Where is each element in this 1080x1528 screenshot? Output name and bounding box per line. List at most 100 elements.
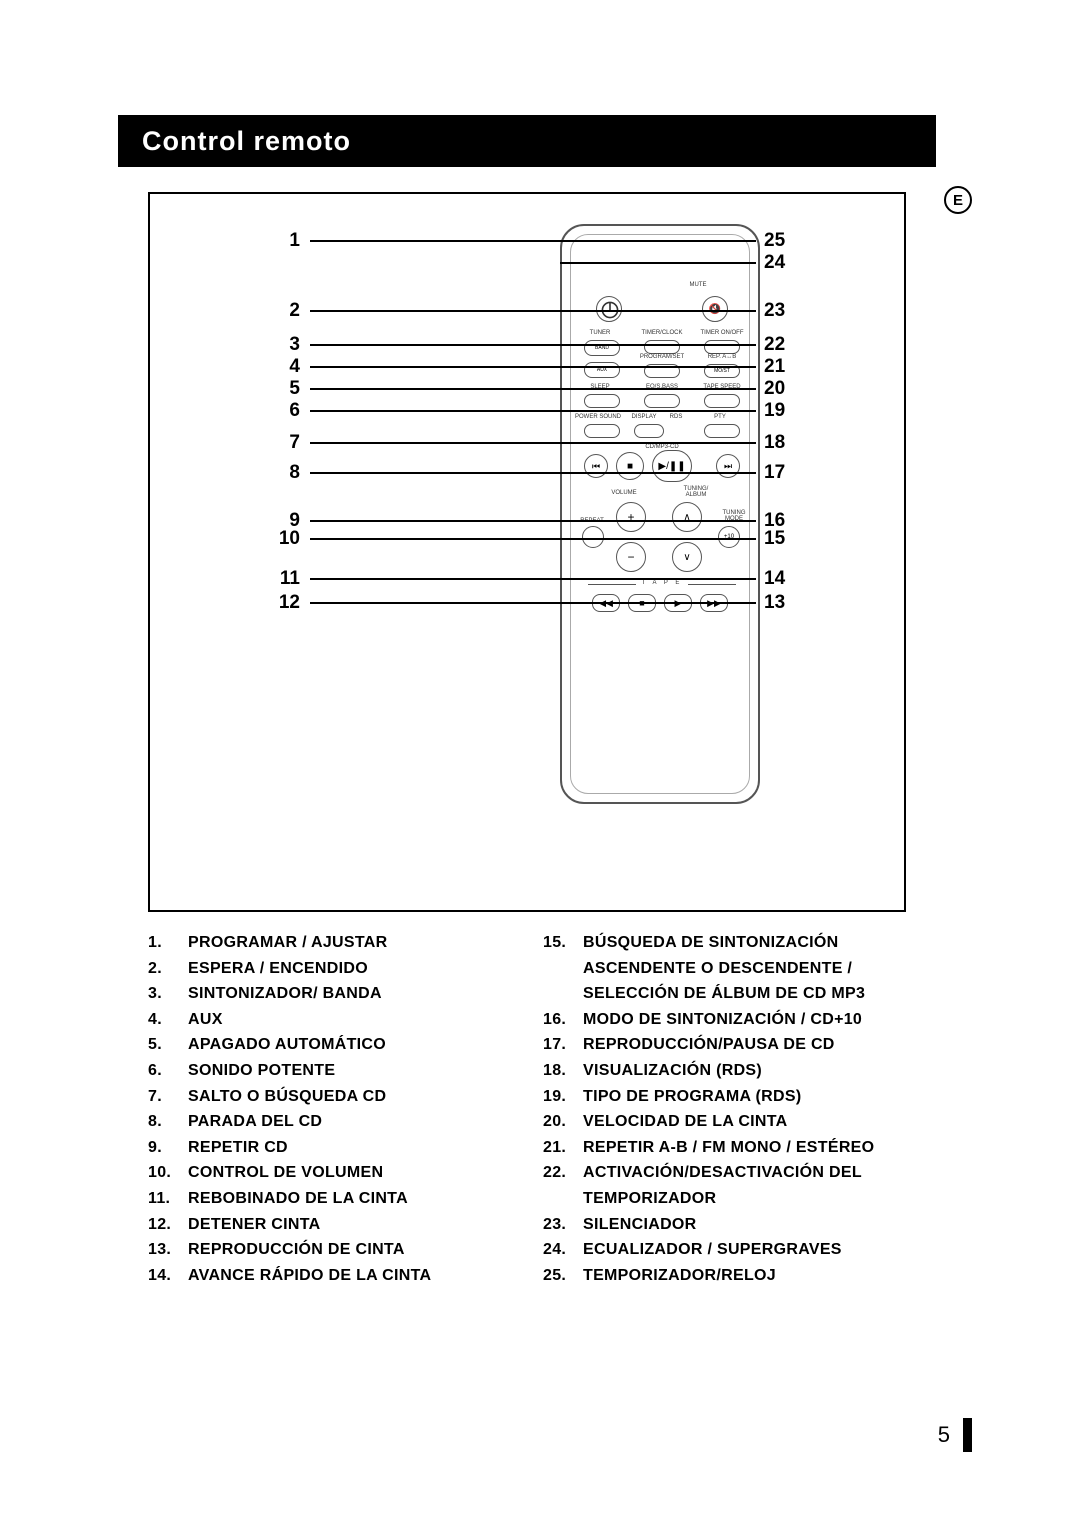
pty-label: PTY (702, 414, 738, 420)
callout-number-right: 20 (764, 378, 804, 400)
callout-number-right: 18 (764, 432, 804, 454)
legend-item-text: REPETIR CD (188, 1135, 513, 1161)
legend-item-text: PARADA DEL CD (188, 1109, 513, 1135)
callout-number-right: 17 (764, 462, 804, 484)
legend-item: 2.ESPERA / ENCENDIDO (148, 956, 513, 982)
legend-item-text: REPRODUCCIÓN DE CINTA (188, 1237, 513, 1263)
legend-item: 4.AUX (148, 1007, 513, 1033)
legend-item-number: 24. (543, 1237, 583, 1263)
page-title: Control remoto (142, 126, 351, 157)
legend-item: 8.PARADA DEL CD (148, 1109, 513, 1135)
legend: 1.PROGRAMAR / AJUSTAR2.ESPERA / ENCENDID… (148, 930, 908, 1288)
legend-item-text: APAGADO AUTOMÁTICO (188, 1032, 513, 1058)
callout-line-right (560, 538, 756, 540)
tuning-down-icon: ∨ (672, 542, 702, 572)
legend-item-text: TEMPORIZADOR/RELOJ (583, 1263, 908, 1289)
legend-item-number: 14. (148, 1263, 188, 1289)
callout-number-right: 21 (764, 356, 804, 378)
aux-button: AUX (584, 362, 620, 378)
callout-line-left (310, 472, 560, 474)
legend-item-number: 6. (148, 1058, 188, 1084)
timer-clock-label: TIMER/CLOCK (638, 330, 686, 336)
tape-divider-left (588, 584, 636, 585)
rds-label: RDS (662, 414, 690, 420)
legend-item-text: BÚSQUEDA DE SINTONIZACIÓN ASCENDENTE O D… (583, 930, 908, 1007)
legend-left-column: 1.PROGRAMAR / AJUSTAR2.ESPERA / ENCENDID… (148, 930, 513, 1288)
cd-mp3cd-label: CD/MP3-CD (638, 444, 686, 450)
legend-item-number: 8. (148, 1109, 188, 1135)
power-sound-button (584, 424, 620, 438)
tape-divider-right (688, 584, 736, 585)
callout-line-right (560, 388, 756, 390)
legend-item: 12.DETENER CINTA (148, 1212, 513, 1238)
legend-item: 19.TIPO DE PROGRAMA (RDS) (543, 1084, 908, 1110)
legend-item: 5.APAGADO AUTOMÁTICO (148, 1032, 513, 1058)
callout-line-right (560, 578, 756, 580)
legend-item-text: REPRODUCCIÓN/PAUSA DE CD (583, 1032, 908, 1058)
callout-line-left (310, 388, 560, 390)
mute-label: MUTE (674, 282, 722, 288)
language-letter: E (953, 192, 963, 209)
legend-item-number: 25. (543, 1263, 583, 1289)
callout-line-left (310, 344, 560, 346)
diagram-frame: MUTE 🔇 TUNER TIMER/CLOCK TIMER ON/OFF BA… (148, 192, 906, 912)
legend-item: 10.CONTROL DE VOLUMEN (148, 1160, 513, 1186)
legend-item-number: 12. (148, 1212, 188, 1238)
eq-sbass-button (644, 394, 680, 408)
callout-line-left (310, 578, 560, 580)
callout-line-left (310, 538, 560, 540)
legend-item-text: ECUALIZADOR / SUPERGRAVES (583, 1237, 908, 1263)
legend-item: 3.SINTONIZADOR/ BANDA (148, 981, 513, 1007)
callout-number-left: 3 (260, 334, 300, 356)
callout-line-right (560, 310, 756, 312)
legend-item-text: VELOCIDAD DE LA CINTA (583, 1109, 908, 1135)
legend-item-number: 16. (543, 1007, 583, 1033)
callout-line-left (310, 442, 560, 444)
cd-prev-icon: ⏮ (584, 454, 608, 478)
callout-line-left (310, 310, 560, 312)
callout-number-left: 2 (260, 300, 300, 322)
sleep-button (584, 394, 620, 408)
legend-item-number: 5. (148, 1032, 188, 1058)
legend-item-text: ACTIVACIÓN/DESACTIVACIÓN DEL TEMPORIZADO… (583, 1160, 908, 1211)
callout-line-left (310, 520, 560, 522)
legend-item-number: 7. (148, 1084, 188, 1110)
pty-button (704, 424, 740, 438)
callout-number-right: 24 (764, 252, 804, 274)
legend-item-number: 15. (543, 930, 583, 1007)
legend-item-number: 22. (543, 1160, 583, 1211)
legend-item: 25.TEMPORIZADOR/RELOJ (543, 1263, 908, 1289)
tape-speed-button (704, 394, 740, 408)
callout-number-right: 15 (764, 528, 804, 550)
legend-item: 22.ACTIVACIÓN/DESACTIVACIÓN DEL TEMPORIZ… (543, 1160, 908, 1211)
legend-item-number: 17. (543, 1032, 583, 1058)
legend-item-number: 2. (148, 956, 188, 982)
legend-item-text: TIPO DE PROGRAMA (RDS) (583, 1084, 908, 1110)
callout-number-left: 6 (260, 400, 300, 422)
legend-item-text: ESPERA / ENCENDIDO (188, 956, 513, 982)
callout-number-right: 25 (764, 230, 804, 252)
callout-number-left: 4 (260, 356, 300, 378)
timer-clock-button (644, 340, 680, 354)
legend-item-number: 21. (543, 1135, 583, 1161)
legend-item-text: SALTO O BÚSQUEDA CD (188, 1084, 513, 1110)
callout-line-right (560, 240, 756, 242)
power-button-icon (596, 296, 622, 322)
legend-item: 24.ECUALIZADOR / SUPERGRAVES (543, 1237, 908, 1263)
callout-line-left (310, 366, 560, 368)
page-number-bar (963, 1418, 972, 1452)
volume-up-icon: + (616, 502, 646, 532)
legend-item: 18.VISUALIZACIÓN (RDS) (543, 1058, 908, 1084)
tuning-album-label: TUNING/ ALBUM (672, 486, 720, 498)
legend-item: 6.SONIDO POTENTE (148, 1058, 513, 1084)
legend-item-text: REBOBINADO DE LA CINTA (188, 1186, 513, 1212)
legend-item: 15.BÚSQUEDA DE SINTONIZACIÓN ASCENDENTE … (543, 930, 908, 1007)
callout-number-right: 13 (764, 592, 804, 614)
legend-item-number: 23. (543, 1212, 583, 1238)
callout-line-right (560, 262, 756, 264)
volume-down-icon: − (616, 542, 646, 572)
timer-onoff-button (704, 340, 740, 354)
legend-item: 9.REPETIR CD (148, 1135, 513, 1161)
legend-item-text: SILENCIADOR (583, 1212, 908, 1238)
display-label: DISPLAY (626, 414, 662, 420)
